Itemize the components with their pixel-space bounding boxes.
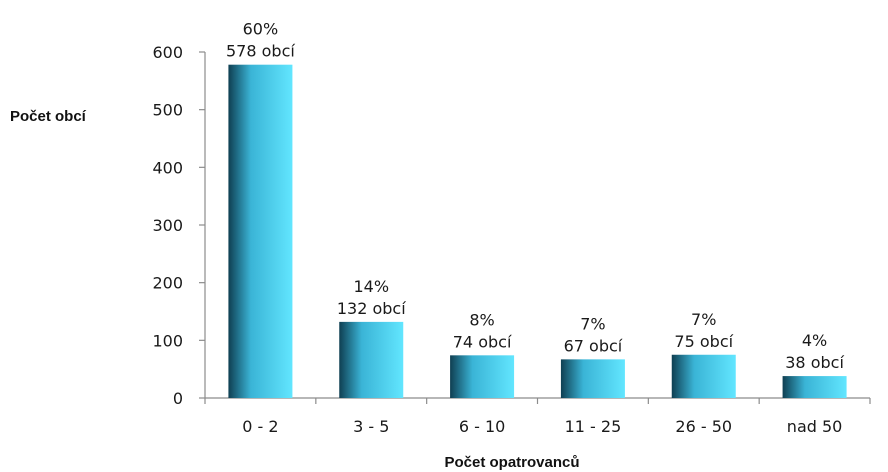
bar bbox=[782, 376, 847, 398]
bar-percent-label: 7% bbox=[580, 314, 605, 333]
bar-percent-label: 4% bbox=[802, 331, 827, 350]
bar-count-label: 132 obcí bbox=[337, 299, 406, 318]
bar-percent-label: 60% bbox=[243, 20, 279, 39]
bar-count-label: 38 obcí bbox=[785, 353, 844, 372]
bar-count-label: 67 obcí bbox=[564, 336, 623, 355]
x-axis: 0 - 2 3 - 5 6 - 10 11 - 25 26 - 50 nad 50 bbox=[204, 397, 871, 436]
data-labels: 578 obcí 60% 132 obcí 14% 74 obcí 8% 67 obcí 7%… bbox=[226, 20, 844, 372]
x-tick-label: 26 - 50 bbox=[675, 417, 732, 436]
bar-count-label: 578 obcí bbox=[226, 42, 295, 61]
x-tick-label: nad 50 bbox=[787, 417, 843, 436]
y-tick-label: 0 bbox=[173, 389, 183, 408]
y-axis-title: Počet obcí bbox=[10, 108, 87, 125]
bar bbox=[450, 355, 515, 398]
bar bbox=[339, 321, 404, 398]
y-tick-label: 400 bbox=[152, 158, 183, 177]
bar-percent-label: 8% bbox=[469, 310, 494, 329]
y-axis: 0 100 200 300 400 500 600 bbox=[152, 43, 206, 408]
y-tick-label: 300 bbox=[152, 216, 183, 235]
x-tick-label: 3 - 5 bbox=[353, 417, 389, 436]
bar bbox=[671, 354, 736, 398]
y-tick-label: 600 bbox=[152, 43, 183, 62]
y-tick-label: 200 bbox=[152, 274, 183, 293]
bar-count-label: 75 obcí bbox=[674, 332, 733, 351]
bar-percent-label: 7% bbox=[691, 310, 716, 329]
y-tick-label: 100 bbox=[152, 331, 183, 350]
bar bbox=[228, 64, 293, 398]
x-tick-label: 6 - 10 bbox=[459, 417, 505, 436]
bar bbox=[560, 359, 625, 398]
x-tick-label: 0 - 2 bbox=[242, 417, 278, 436]
x-axis-title: Počet opatrovanců bbox=[444, 454, 579, 471]
bar-count-label: 74 obcí bbox=[453, 332, 512, 351]
x-tick-label: 11 - 25 bbox=[565, 417, 622, 436]
bar-percent-label: 14% bbox=[353, 277, 389, 296]
bars bbox=[228, 64, 847, 398]
y-tick-label: 500 bbox=[152, 101, 183, 120]
